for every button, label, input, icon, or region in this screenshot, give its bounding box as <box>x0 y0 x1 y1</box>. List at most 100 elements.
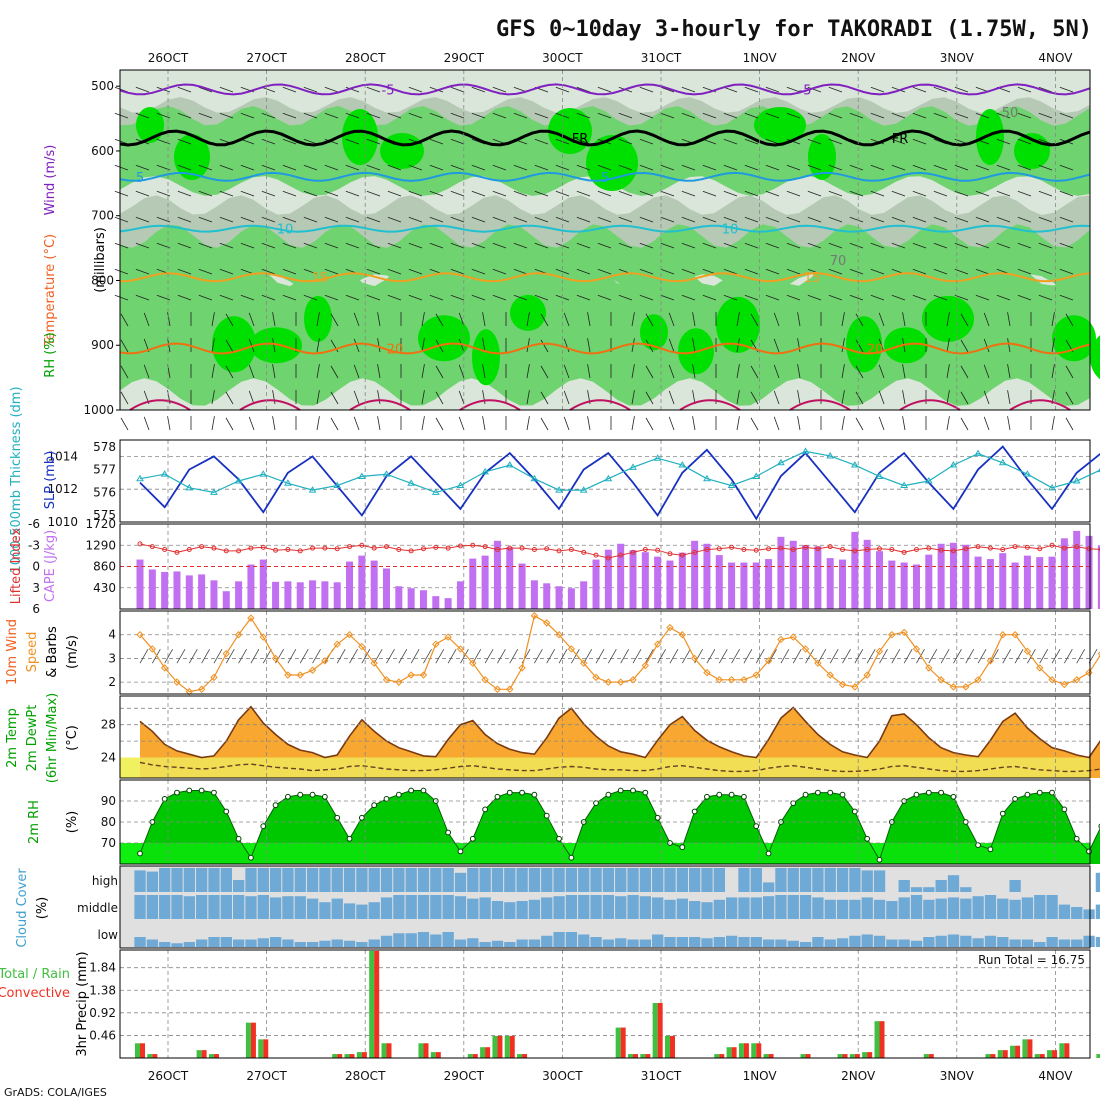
wind-barb <box>198 268 213 275</box>
wind-barb <box>618 138 633 145</box>
li-tick: -3 <box>28 538 40 552</box>
cloud-bar-middle <box>1021 897 1034 919</box>
rh2m-point <box>137 850 143 857</box>
cloud-bar-low <box>726 935 738 947</box>
cloud-bar-low <box>1095 937 1100 947</box>
wind-barb <box>954 242 969 249</box>
rh2m-point <box>593 800 599 806</box>
cloud-bar-low <box>972 938 984 947</box>
wind-barb <box>828 242 843 249</box>
wind-barb <box>597 216 612 223</box>
cape-bar <box>999 553 1007 609</box>
wind-barb <box>597 86 612 93</box>
wind-barb <box>471 112 486 119</box>
cloud-bar-high <box>504 868 516 892</box>
rh2m-point <box>494 793 501 800</box>
cape-bar <box>481 555 489 609</box>
wind-barb <box>681 294 696 301</box>
lifted-index-point <box>815 546 821 552</box>
rh2m-point <box>864 835 871 842</box>
wind-barb <box>855 417 864 431</box>
lifted-index-point <box>938 547 944 553</box>
wind-barb <box>324 294 339 301</box>
cape-bar <box>1011 562 1019 609</box>
cloud-bar-high <box>467 868 479 892</box>
wind-barb <box>198 294 213 301</box>
cloud-bar-middle <box>923 899 935 919</box>
wind10m-point <box>986 657 995 665</box>
date-label-top: 28OCT <box>345 51 386 65</box>
cloud-bar-middle <box>220 895 232 919</box>
thickness-point <box>456 481 465 489</box>
lifted-index-point <box>766 546 772 552</box>
wind-barb <box>702 294 717 301</box>
wind-barb <box>513 112 528 119</box>
wind-barb <box>114 268 129 275</box>
wind-barb <box>177 268 192 275</box>
wind-barb <box>983 390 990 405</box>
rh2m-point <box>457 848 464 855</box>
cloud-bar-low <box>824 939 836 947</box>
wind-barb <box>534 294 549 301</box>
precip-total-bar <box>985 1054 991 1058</box>
wind-barb <box>435 391 444 405</box>
wind-barb <box>765 268 780 275</box>
wind-barb <box>366 216 381 223</box>
cape-bar <box>678 552 686 609</box>
isotherm-25 <box>459 399 521 411</box>
wind-barb <box>849 216 864 223</box>
lifted-index-point <box>729 544 735 550</box>
rh2m-point <box>691 808 698 815</box>
cloud-bar-middle <box>738 897 750 919</box>
surface-wind-barb <box>657 648 666 664</box>
cloud-bar-middle <box>196 895 208 919</box>
cloud-bar-middle <box>1058 904 1071 919</box>
wind-barb <box>408 242 423 249</box>
wind-barb <box>750 365 759 379</box>
wind-barb <box>692 364 696 379</box>
wind-barb <box>211 312 215 327</box>
wind-barb <box>786 190 801 197</box>
cloud-bar-low <box>923 937 935 947</box>
precip-convective-bar <box>731 1047 737 1058</box>
cloud-bar-low <box>528 939 541 947</box>
rh2m-point <box>716 791 723 798</box>
wind-barb <box>492 242 507 249</box>
wind-barb <box>330 313 339 327</box>
lifted-index-point <box>753 547 759 553</box>
surface-wind-barb <box>571 648 580 664</box>
wind-barb <box>1038 294 1053 301</box>
cloud-bar-low <box>578 934 590 947</box>
contour-label: 15 <box>312 271 329 286</box>
precip-total-bar <box>628 1054 633 1058</box>
lifted-index-point <box>334 546 340 552</box>
wind-barb <box>471 190 486 197</box>
wind10m-point <box>1036 664 1044 672</box>
surface-wind-barb <box>1076 648 1086 664</box>
bottom-date-axis: 26OCT 27OCT 28OCT 29OCT 30OCT 31OCT 1NOV 2NOV 3N… <box>148 1069 1073 1083</box>
wind-barb <box>211 416 215 431</box>
wind-barb <box>408 268 423 275</box>
cape-bar <box>937 543 945 609</box>
lifted-index-point <box>556 548 562 554</box>
wind-barb <box>933 164 948 171</box>
wind-barb <box>471 216 486 223</box>
thickness-point <box>333 481 342 489</box>
wind-barb <box>736 364 740 379</box>
precip-convective-bar <box>645 1054 651 1058</box>
wind-barb <box>240 190 255 197</box>
surface-wind-barb <box>632 648 642 664</box>
wind10m-point <box>456 645 465 653</box>
wind-barb <box>576 138 591 145</box>
surface-wind-barb <box>188 648 198 664</box>
cape-bar <box>1036 557 1044 609</box>
cloud-bar-low <box>442 932 454 947</box>
rh2m-point <box>568 854 575 861</box>
wind-barb <box>282 268 297 275</box>
cloud-layer-label: high <box>92 874 118 888</box>
thickness-point <box>678 461 687 468</box>
lifted-index-point <box>482 544 488 550</box>
wind-barb <box>744 242 759 249</box>
wind-barb <box>120 365 129 379</box>
wind-barb <box>450 216 465 223</box>
